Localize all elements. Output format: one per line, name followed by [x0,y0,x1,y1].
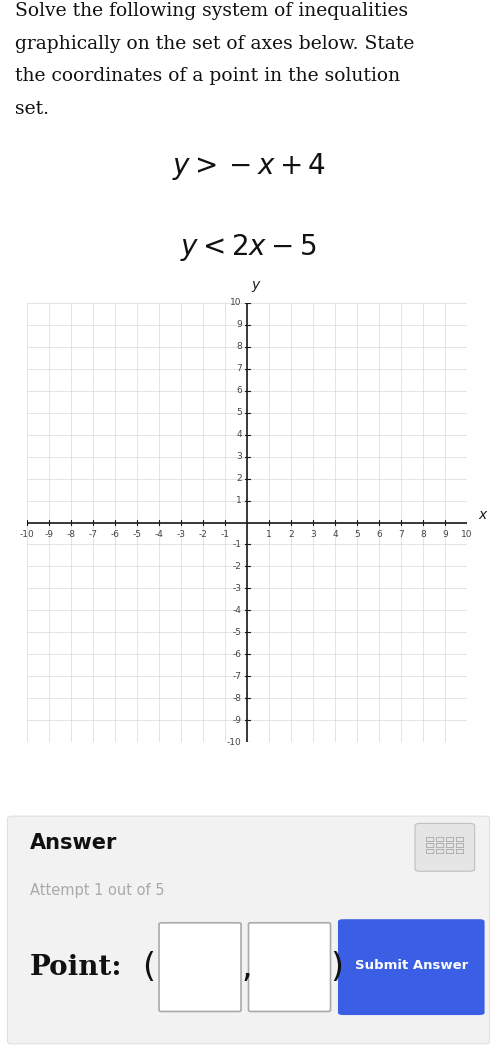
FancyBboxPatch shape [446,838,454,842]
Text: $y < 2x - 5$: $y < 2x - 5$ [180,232,317,264]
Text: 5: 5 [236,408,242,417]
FancyBboxPatch shape [456,849,464,853]
Text: -1: -1 [221,530,230,539]
FancyBboxPatch shape [456,844,464,847]
FancyBboxPatch shape [415,823,475,871]
Text: -2: -2 [233,562,242,571]
Text: 10: 10 [230,298,242,307]
Text: 4: 4 [332,530,338,539]
Text: -2: -2 [199,530,208,539]
Text: -7: -7 [233,672,242,681]
Text: -5: -5 [133,530,142,539]
Text: 1: 1 [236,496,242,506]
Text: 6: 6 [376,530,382,539]
Text: 2: 2 [236,474,242,483]
Text: -8: -8 [67,530,76,539]
FancyBboxPatch shape [426,838,434,842]
Text: Point:: Point: [30,953,122,981]
Text: set.: set. [15,100,49,118]
FancyBboxPatch shape [426,844,434,847]
Text: -4: -4 [155,530,164,539]
Text: 7: 7 [398,530,404,539]
Text: 9: 9 [442,530,448,539]
Text: Answer: Answer [30,833,117,853]
Text: $y > -x + 4$: $y > -x + 4$ [171,151,326,182]
Text: -6: -6 [233,650,242,659]
Text: -3: -3 [177,530,186,539]
Text: -4: -4 [233,606,242,615]
Text: 8: 8 [236,342,242,351]
Text: 7: 7 [236,364,242,373]
Text: 3: 3 [310,530,316,539]
Text: ,: , [241,951,251,984]
Text: 5: 5 [354,530,360,539]
FancyBboxPatch shape [426,849,434,853]
Text: graphically on the set of axes below. State: graphically on the set of axes below. St… [15,35,414,53]
FancyBboxPatch shape [446,844,454,847]
Text: 9: 9 [236,321,242,329]
FancyBboxPatch shape [446,849,454,853]
Text: -6: -6 [111,530,120,539]
FancyBboxPatch shape [456,838,464,842]
Text: -5: -5 [233,627,242,637]
Text: -8: -8 [233,694,242,703]
Text: $y$: $y$ [250,279,261,294]
Text: ): ) [331,951,343,984]
Text: 1: 1 [266,530,272,539]
Text: $x$: $x$ [478,508,489,521]
Text: -3: -3 [233,584,242,593]
FancyBboxPatch shape [436,844,444,847]
Text: 8: 8 [420,530,426,539]
Text: the coordinates of a point in the solution: the coordinates of a point in the soluti… [15,67,400,85]
Text: -10: -10 [227,738,242,747]
Text: 3: 3 [236,452,242,461]
Text: Submit Answer: Submit Answer [355,960,468,972]
FancyBboxPatch shape [159,923,241,1011]
Text: 10: 10 [461,530,473,539]
FancyBboxPatch shape [436,849,444,853]
Text: -7: -7 [89,530,98,539]
Text: Attempt 1 out of 5: Attempt 1 out of 5 [30,883,165,899]
Text: 2: 2 [288,530,294,539]
Text: -9: -9 [233,716,242,725]
Text: Solve the following system of inequalities: Solve the following system of inequaliti… [15,2,408,20]
FancyBboxPatch shape [248,923,331,1011]
Text: -10: -10 [20,530,35,539]
Text: (: ( [142,951,155,984]
FancyBboxPatch shape [7,817,490,1044]
FancyBboxPatch shape [436,838,444,842]
Text: 6: 6 [236,386,242,395]
Text: -9: -9 [45,530,54,539]
Text: -1: -1 [233,540,242,549]
Text: 4: 4 [236,430,242,439]
FancyBboxPatch shape [338,920,485,1015]
